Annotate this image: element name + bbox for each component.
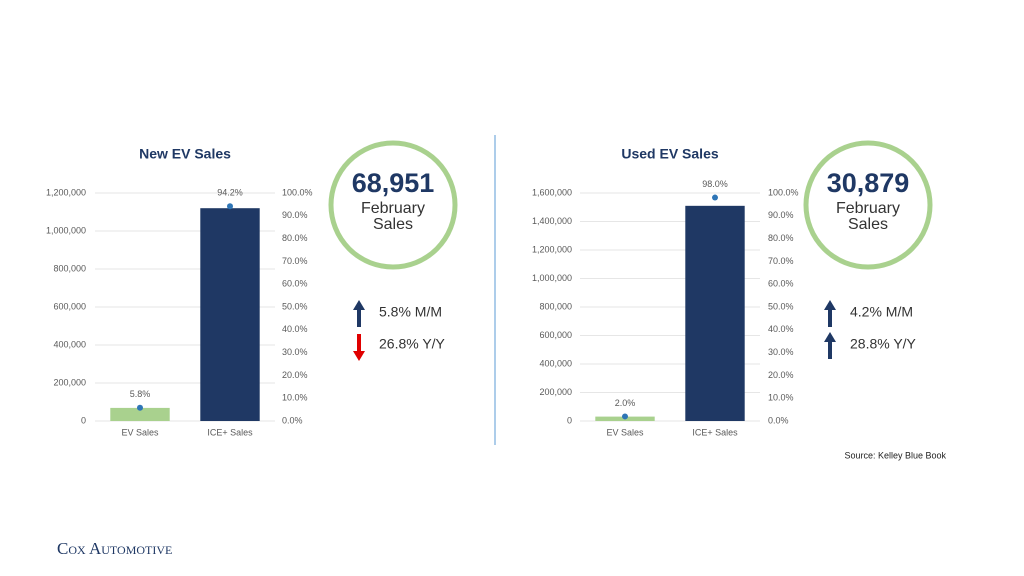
- y2-tick-label: 60.0%: [282, 279, 308, 289]
- x-tick-label: EV Sales: [606, 427, 644, 437]
- y-tick-label: 1,600,000: [532, 187, 572, 197]
- data-label: 2.0%: [615, 398, 636, 408]
- x-tick-label: ICE+ Sales: [692, 427, 738, 437]
- logo: Cox Automotive: [57, 539, 172, 558]
- change-text: 26.8% Y/Y: [379, 336, 446, 352]
- data-label: 98.0%: [702, 179, 728, 189]
- y-tick-label: 800,000: [53, 263, 86, 273]
- bar: [110, 407, 170, 421]
- share-dot: [227, 203, 233, 210]
- y-tick-label: 200,000: [53, 377, 86, 387]
- bar: [685, 205, 745, 421]
- y2-tick-label: 40.0%: [768, 324, 794, 334]
- y-tick-label: 400,000: [53, 339, 86, 349]
- share-dot: [712, 194, 718, 201]
- y-tick-label: 800,000: [539, 301, 572, 311]
- y-tick-label: 0: [567, 415, 572, 425]
- kpi-label: Sales: [373, 216, 413, 233]
- change-arrow: [824, 332, 836, 359]
- y-tick-label: 0: [81, 415, 86, 425]
- y-tick-label: 1,000,000: [46, 225, 86, 235]
- y2-tick-label: 30.0%: [768, 347, 794, 357]
- kpi-value: 68,951: [352, 168, 435, 198]
- chart-title: Used EV Sales: [621, 146, 718, 162]
- y-tick-label: 400,000: [539, 358, 572, 368]
- y2-tick-label: 80.0%: [768, 233, 794, 243]
- y-tick-label: 1,200,000: [532, 244, 572, 254]
- y2-tick-label: 100.0%: [282, 187, 313, 197]
- change-text: 5.8% M/M: [379, 304, 442, 320]
- y2-tick-label: 10.0%: [282, 393, 308, 403]
- y-tick-label: 1,000,000: [532, 273, 572, 283]
- y-tick-label: 600,000: [539, 330, 572, 340]
- kpi-label: Sales: [848, 216, 888, 233]
- y2-tick-label: 20.0%: [768, 370, 794, 380]
- y2-tick-label: 50.0%: [282, 301, 308, 311]
- y2-tick-label: 50.0%: [768, 301, 794, 311]
- y2-tick-label: 10.0%: [768, 393, 794, 403]
- change-text: 4.2% M/M: [850, 304, 913, 320]
- y2-tick-label: 0.0%: [282, 415, 303, 425]
- y2-tick-label: 0.0%: [768, 415, 789, 425]
- y-tick-label: 1,400,000: [532, 216, 572, 226]
- kpi-value: 30,879: [827, 168, 910, 198]
- chart-title: New EV Sales: [139, 146, 231, 162]
- y2-tick-label: 100.0%: [768, 187, 799, 197]
- kpi-label: February: [836, 200, 900, 217]
- share-dot: [622, 413, 628, 420]
- y2-tick-label: 70.0%: [282, 256, 308, 266]
- change-text: 28.8% Y/Y: [850, 336, 917, 352]
- y-tick-label: 200,000: [539, 387, 572, 397]
- change-arrow: [353, 334, 365, 361]
- kpi-ring: [803, 140, 933, 270]
- kpi-ring: [328, 140, 458, 270]
- y2-tick-label: 60.0%: [768, 279, 794, 289]
- share-dot: [137, 404, 143, 411]
- y2-tick-label: 70.0%: [768, 256, 794, 266]
- y2-tick-label: 90.0%: [768, 210, 794, 220]
- data-label: 5.8%: [130, 389, 151, 399]
- y2-tick-label: 20.0%: [282, 370, 308, 380]
- change-arrow: [353, 300, 365, 327]
- y2-tick-label: 40.0%: [282, 324, 308, 334]
- bar: [200, 208, 260, 421]
- x-tick-label: ICE+ Sales: [207, 427, 253, 437]
- y-tick-label: 1,200,000: [46, 187, 86, 197]
- y-tick-label: 600,000: [53, 301, 86, 311]
- kpi-label: February: [361, 200, 425, 217]
- y2-tick-label: 90.0%: [282, 210, 308, 220]
- source: Source: Kelley Blue Book: [844, 450, 946, 460]
- data-label: 94.2%: [217, 188, 243, 198]
- x-tick-label: EV Sales: [121, 427, 159, 437]
- y2-tick-label: 80.0%: [282, 233, 308, 243]
- change-arrow: [824, 300, 836, 327]
- y2-tick-label: 30.0%: [282, 347, 308, 357]
